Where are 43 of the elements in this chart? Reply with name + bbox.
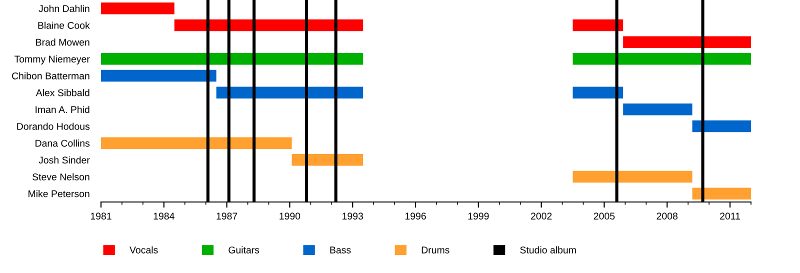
- x-tick-label: 1984: [154, 212, 174, 220]
- bar: [101, 137, 292, 149]
- x-tick-label: 2011: [720, 212, 740, 220]
- x-tick-label: 1996: [405, 212, 426, 220]
- legend-label: Guitars: [228, 246, 260, 254]
- legend-label: Vocals: [130, 246, 158, 254]
- y-tick-label: Dorando Hodous: [17, 122, 90, 130]
- y-tick-label: Brad Mowen: [36, 38, 90, 46]
- bar: [101, 70, 216, 82]
- x-tick-label: 1993: [342, 212, 363, 220]
- bar: [292, 154, 364, 166]
- bar: [572, 170, 692, 183]
- y-tick-label: Mike Peterson: [28, 190, 90, 198]
- x-tick-label: 1999: [468, 212, 489, 220]
- legend-label: Studio album: [520, 246, 576, 254]
- bar: [572, 86, 624, 98]
- legend-label: Bass: [330, 246, 351, 254]
- y-tick-label: John Dahlin: [38, 4, 90, 12]
- y-tick-label: Tommy Niemeyer: [14, 55, 90, 64]
- bar: [174, 19, 364, 32]
- x-tick-label: 1990: [280, 212, 300, 220]
- y-tick-label: Blaine Cook: [38, 22, 90, 29]
- bar: [101, 53, 364, 65]
- y-tick-label: Chibon Batterman: [12, 72, 90, 80]
- x-tick-label: 2008: [656, 212, 678, 220]
- bar: [623, 104, 692, 116]
- x-tick-label: 1981: [90, 212, 112, 220]
- y-tick-label: Josh Sinder: [38, 156, 90, 164]
- y-tick-label: Steve Nelson: [32, 173, 90, 180]
- legend-label: Drums: [422, 246, 450, 254]
- x-tick-label: 2002: [531, 212, 552, 220]
- y-tick-label: Alex Sibbald: [36, 89, 90, 96]
- bar: [101, 2, 174, 14]
- bar: [692, 120, 751, 132]
- x-tick-label: 1987: [216, 212, 238, 220]
- bar: [623, 36, 751, 48]
- bar: [216, 86, 364, 98]
- bar: [572, 19, 624, 32]
- bar: [692, 188, 751, 200]
- y-tick-label: Iman A. Phid: [36, 106, 90, 114]
- y-tick-label: Dana Collins: [36, 140, 90, 147]
- x-tick-label: 2005: [594, 212, 615, 220]
- bar: [572, 53, 751, 65]
